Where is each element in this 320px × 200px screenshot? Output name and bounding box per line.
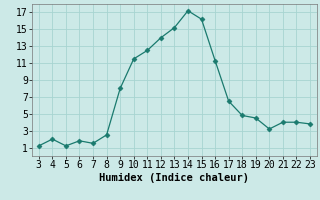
X-axis label: Humidex (Indice chaleur): Humidex (Indice chaleur) — [100, 173, 249, 183]
